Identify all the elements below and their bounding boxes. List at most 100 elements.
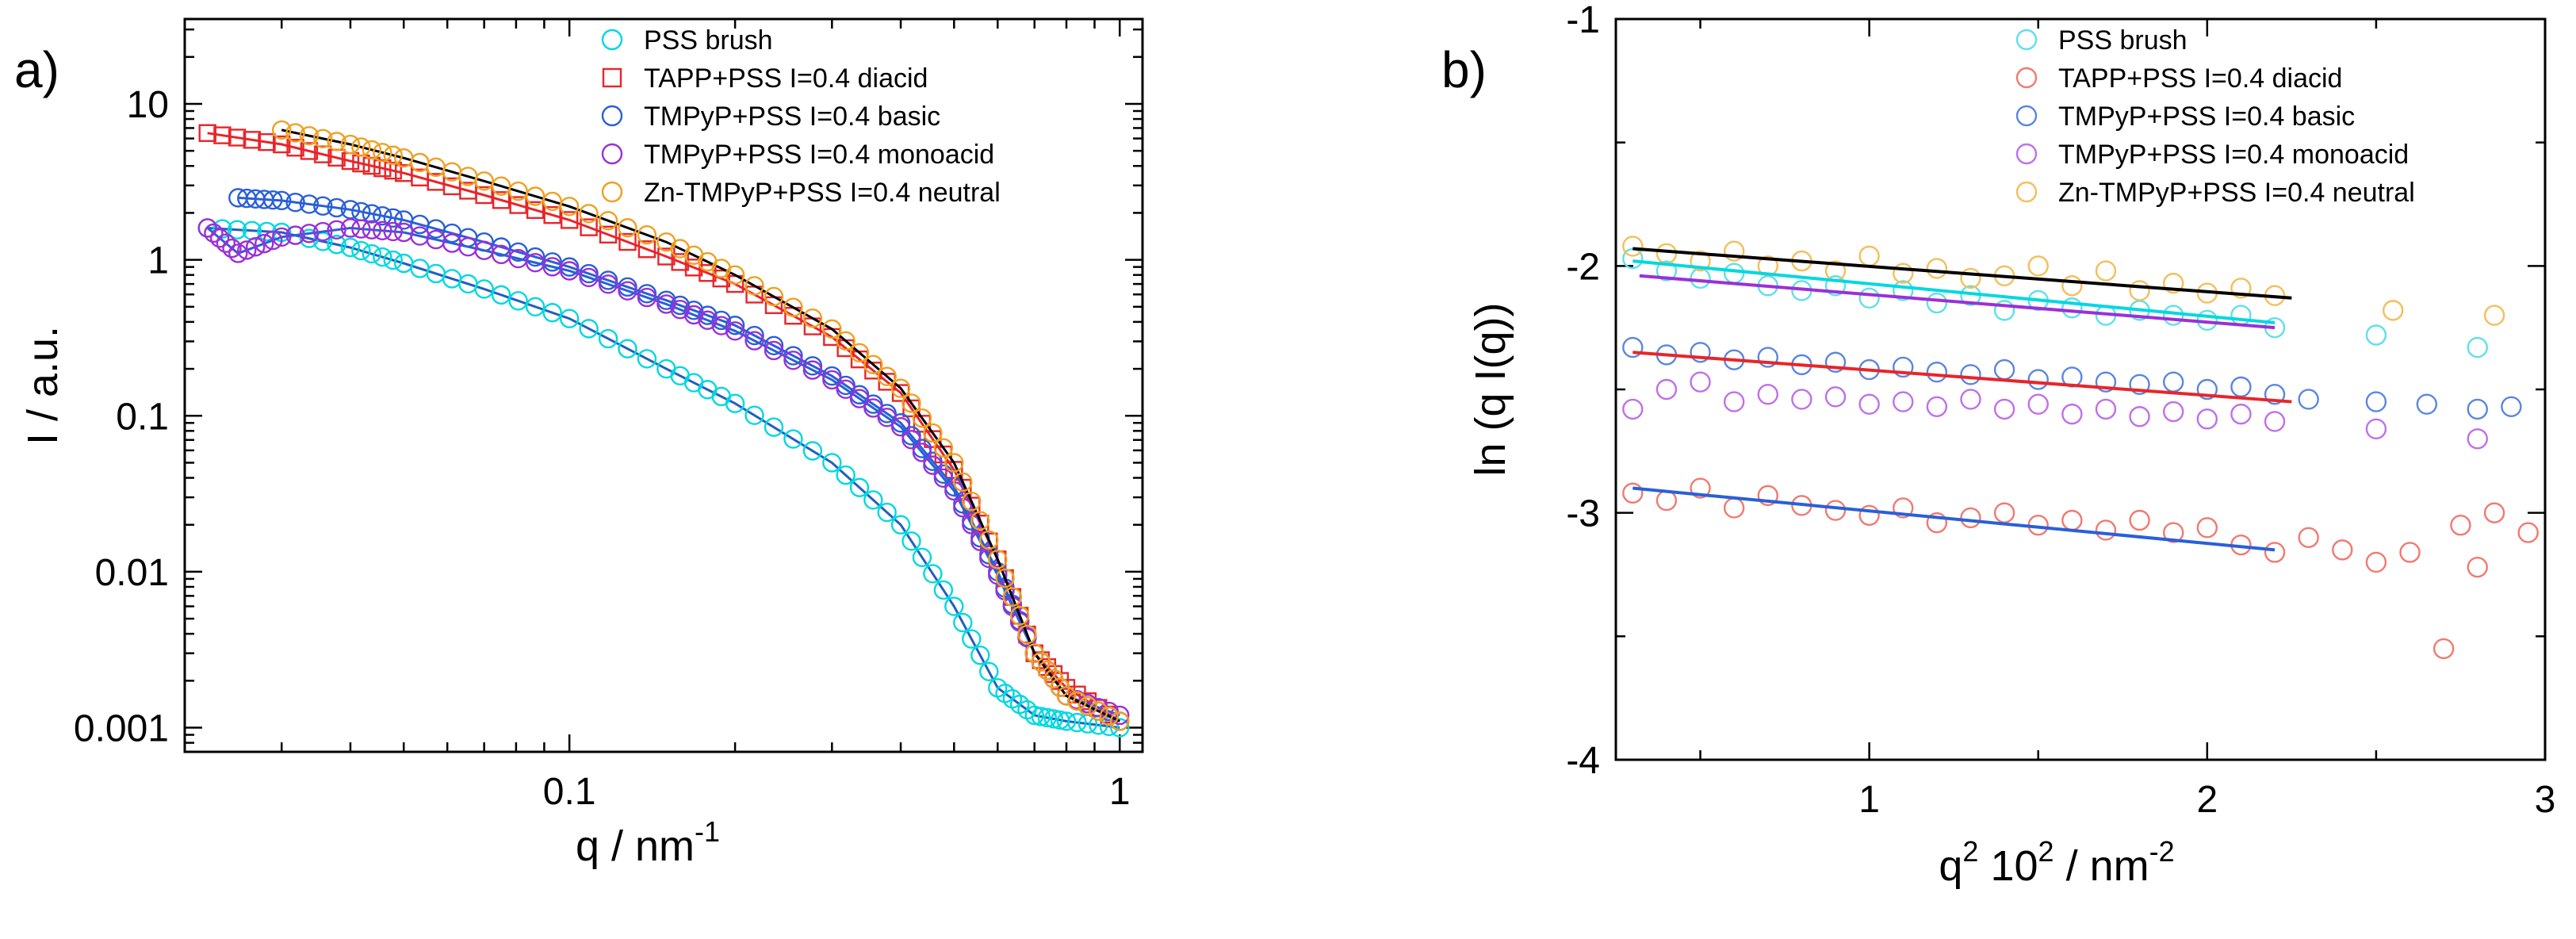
data-point-a — [877, 502, 897, 523]
y-tick-label-a: 0.001 — [74, 708, 169, 750]
data-point-a — [362, 204, 382, 224]
data-point-a — [1110, 718, 1130, 738]
data-point-b — [2399, 542, 2421, 563]
data-point-a — [725, 265, 745, 285]
data-point-a — [637, 240, 656, 259]
data-point-b — [2365, 391, 2387, 412]
data-point-b — [2196, 378, 2218, 401]
data-point-b — [2162, 401, 2184, 423]
x-axis-label-b: q2 102 / nm-2 — [1939, 835, 2174, 890]
data-point-b — [1893, 497, 1914, 519]
data-point-b — [1893, 263, 1914, 284]
data-point-a — [618, 339, 637, 358]
data-point-b — [1622, 236, 1644, 257]
data-point-b — [2129, 374, 2150, 395]
data-point-b — [1993, 358, 2015, 381]
data-point-b — [2432, 638, 2455, 660]
x-tick-label-b: 1 — [1858, 779, 1880, 821]
data-point-a — [877, 408, 897, 427]
data-point-a — [373, 143, 392, 163]
data-point-a — [299, 224, 320, 243]
y-tick-label-a: 10 — [127, 84, 169, 126]
data-point-a — [598, 328, 618, 349]
data-point-a — [580, 218, 598, 236]
data-point-b — [2095, 398, 2117, 420]
data-point-b — [2365, 418, 2387, 440]
series-a-0 — [197, 218, 1130, 738]
data-point-a — [618, 232, 637, 251]
data-point-a — [849, 343, 870, 362]
y-tick-label-b: -2 — [1566, 246, 1600, 288]
data-point-a — [744, 405, 764, 425]
data-point-a — [901, 531, 921, 551]
data-point-a — [1077, 696, 1098, 716]
data-point-a — [579, 267, 599, 288]
data-point-b — [1824, 386, 1847, 408]
data-point-a — [962, 515, 982, 535]
data-point-a — [509, 196, 527, 214]
data-point-b — [1824, 351, 1847, 373]
data-point-a — [988, 550, 1008, 569]
data-point-a — [313, 221, 333, 242]
data-point-b — [1960, 507, 1981, 529]
x-tick-label-a: 0.1 — [543, 771, 596, 813]
data-point-a — [542, 303, 562, 323]
data-point-a — [711, 310, 731, 331]
data-point-a — [699, 264, 717, 282]
legend-a: PSS brush TAPP+PSS I=0.4 diacid TMPyP+PSS … — [601, 25, 1001, 208]
data-point-a — [491, 285, 511, 305]
legend-marker-a — [601, 105, 623, 127]
series-b-2 — [1622, 336, 2522, 420]
data-point-a — [204, 223, 224, 243]
data-point-a — [877, 366, 897, 386]
data-point-a — [508, 291, 528, 311]
data-point-a — [901, 393, 921, 413]
data-point-a — [863, 398, 883, 418]
data-point-b — [2162, 272, 2184, 294]
data-point-a — [351, 240, 371, 261]
data-point-a — [383, 208, 403, 228]
data-point-a — [890, 416, 911, 437]
data-point-a — [492, 191, 511, 209]
data-point-b — [2365, 551, 2387, 573]
fit-line-b — [1632, 486, 2276, 552]
y-tick-label-a: 0.01 — [95, 552, 169, 594]
y-tick-label-a: 1 — [147, 240, 169, 282]
data-point-b — [1858, 287, 1880, 309]
series-a-3 — [197, 218, 1130, 726]
data-point-b — [1926, 512, 1948, 534]
legend-marker-b — [2015, 143, 2038, 165]
data-point-a — [1043, 709, 1064, 729]
data-point-a — [285, 192, 305, 213]
data-point-b — [2230, 305, 2252, 326]
data-point-a — [962, 629, 982, 649]
data-point-a — [559, 261, 580, 281]
legend-marker-b — [2015, 67, 2038, 89]
data-point-a — [362, 140, 382, 160]
data-point-b — [2027, 369, 2049, 390]
data-point-a — [579, 204, 599, 224]
data-point-a — [1037, 707, 1058, 728]
data-point-a — [1031, 707, 1051, 726]
data-point-a — [285, 123, 305, 143]
data-point-a — [313, 128, 333, 148]
data-point-a — [849, 389, 870, 408]
data-point-b — [1926, 292, 1948, 314]
data-point-a — [525, 297, 545, 316]
data-point-b — [1622, 398, 1644, 420]
legend-label-a: PSS brush — [644, 25, 773, 56]
data-point-a — [1110, 711, 1130, 731]
data-point-a — [243, 131, 262, 149]
data-point-a — [802, 441, 823, 461]
data-point-a — [923, 423, 943, 443]
data-point-b — [1993, 502, 2015, 523]
series-a-4 — [272, 120, 1130, 731]
data-point-a — [725, 316, 745, 335]
data-point-b — [1893, 356, 1914, 378]
data-point-a — [764, 286, 784, 307]
x-axis-label-mid-b: 10 — [1978, 842, 2038, 890]
x-tick-label-b: 3 — [2535, 779, 2556, 821]
fit-line-b — [1639, 274, 2276, 330]
data-point-a — [258, 132, 276, 151]
